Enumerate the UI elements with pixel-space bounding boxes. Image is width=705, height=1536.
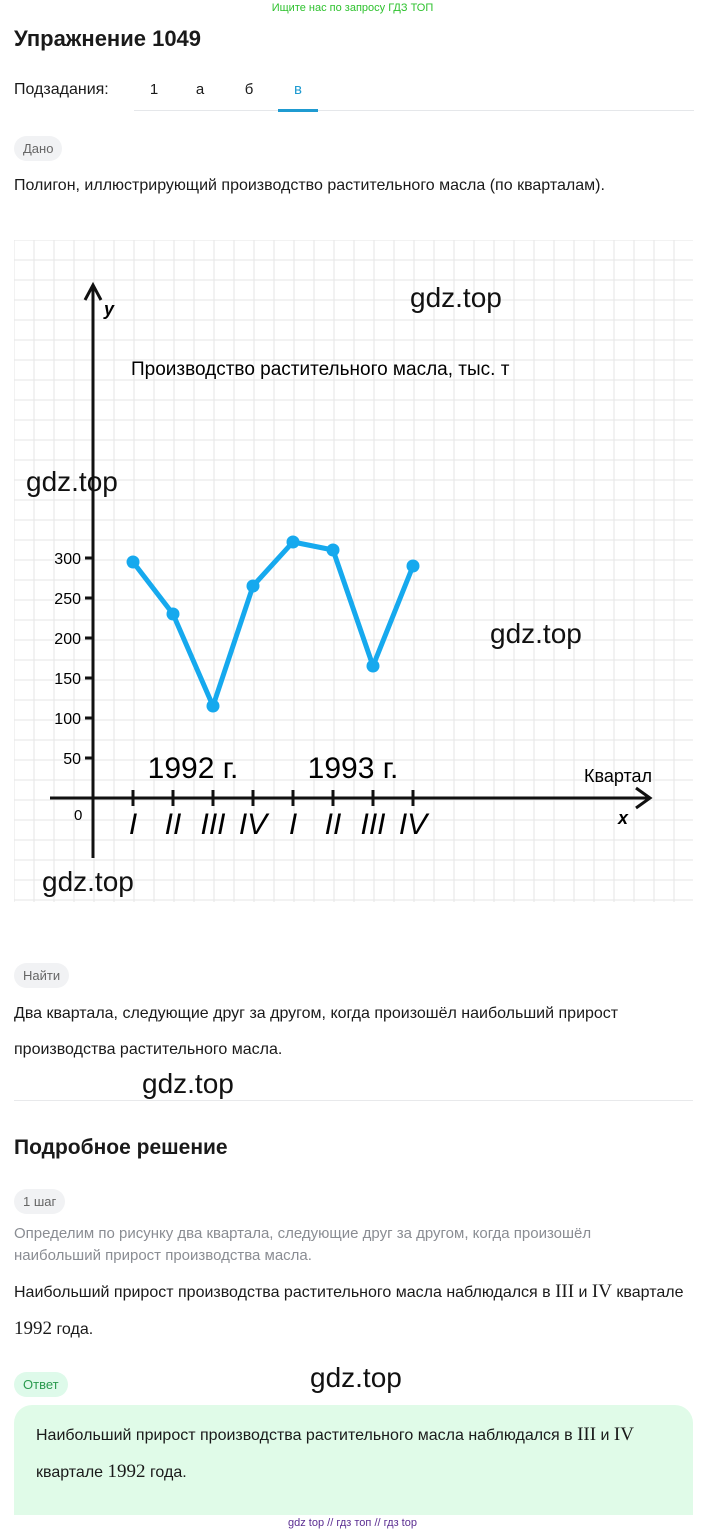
x-tick-label: I xyxy=(129,808,137,841)
tab-v[interactable]: в xyxy=(278,81,318,112)
text: года. xyxy=(52,1321,94,1338)
watermark: gdz.top xyxy=(410,282,502,313)
text: и xyxy=(574,1284,592,1301)
text: и xyxy=(596,1427,614,1444)
x-axis-label: Квартал xyxy=(584,766,652,786)
x-axis-arrow xyxy=(635,786,653,810)
subtasks-tabs: 1 а б в xyxy=(134,70,694,112)
watermark: gdz.top xyxy=(26,466,118,497)
y-tick-label: 100 xyxy=(54,711,81,728)
tab-1[interactable]: 1 xyxy=(149,81,159,98)
year: 1992 xyxy=(107,1461,146,1482)
footer-link[interactable]: гдз топ xyxy=(336,1517,372,1529)
answer-box: Наибольший прирост производства растител… xyxy=(14,1405,693,1515)
watermark: gdz.top xyxy=(310,1362,402,1393)
solution-text: Наибольший прирост производства растител… xyxy=(14,1274,694,1348)
tab-a[interactable]: а xyxy=(195,81,205,98)
text: Наибольший прирост производства растител… xyxy=(36,1427,578,1444)
footer: gdz top // гдз топ // гдз top xyxy=(0,1517,705,1529)
given-badge: Дано xyxy=(14,136,63,161)
y-axis-letter: y xyxy=(103,299,115,319)
y-tick-label: 200 xyxy=(54,631,81,648)
chart-title: Производство растительного масла, тыс. т xyxy=(131,359,510,380)
roman-four: IV xyxy=(613,1424,634,1445)
x-axis-letter: x xyxy=(617,808,629,828)
watermark: gdz.top xyxy=(490,618,582,649)
year-label: 1992 г. xyxy=(148,752,239,785)
footer-link[interactable]: гдз top xyxy=(383,1517,417,1529)
divider xyxy=(14,1100,693,1101)
find-badge: Найти xyxy=(14,963,70,988)
roman-four: IV xyxy=(591,1281,612,1302)
top-banner: Ищите нас по запросу ГДЗ ТОП xyxy=(271,2,434,14)
answer-text: Наибольший прирост производства растител… xyxy=(36,1417,676,1491)
year-label: 1993 г. xyxy=(308,752,399,785)
watermark: gdz.top xyxy=(142,1068,234,1099)
data-point xyxy=(406,559,420,573)
find-text: Два квартала, следующие друг за другом, … xyxy=(14,1005,619,1058)
data-point xyxy=(326,543,340,557)
data-point xyxy=(206,699,220,713)
data-point xyxy=(366,659,380,673)
roman-three: III xyxy=(555,1281,575,1302)
roman-three: III xyxy=(577,1424,597,1445)
x-tick-label: III xyxy=(360,808,385,841)
text: Наибольший прирост производства растител… xyxy=(14,1284,556,1301)
data-point xyxy=(286,535,300,549)
chart: y x 0 Производство растительного масла, тыс… xyxy=(14,240,693,902)
watermark: gdz.top xyxy=(42,866,134,897)
step-hint: Определим по рисунку два квартала, следу… xyxy=(14,1225,592,1264)
solution-heading: Подробное решение xyxy=(14,1136,228,1159)
text: квартале xyxy=(36,1464,108,1481)
year: 1992 xyxy=(14,1318,52,1339)
subtasks-label: Подзадания: xyxy=(14,81,109,98)
tab-b[interactable]: б xyxy=(244,81,254,98)
data-line xyxy=(131,539,416,709)
data-point xyxy=(126,555,140,569)
page-title: Упражнение 1049 xyxy=(14,26,202,51)
x-tick-label: III xyxy=(200,808,225,841)
x-tick-label: IV xyxy=(399,808,430,841)
y-axis-arrow xyxy=(83,281,103,301)
text: квартале xyxy=(611,1284,684,1301)
data-point xyxy=(246,579,260,593)
x-tick-label: IV xyxy=(239,808,270,841)
separator: // xyxy=(374,1517,381,1529)
origin-label: 0 xyxy=(74,807,82,824)
x-tick-label: II xyxy=(325,808,342,841)
given-text: Полигон, иллюстрирующий производство рас… xyxy=(14,177,605,194)
y-tick-label: 250 xyxy=(54,591,81,608)
data-point xyxy=(166,607,180,621)
y-tick-label: 300 xyxy=(54,551,81,568)
y-tick-label: 150 xyxy=(54,671,81,688)
step-badge: 1 шаг xyxy=(14,1189,66,1214)
separator: // xyxy=(327,1517,334,1529)
footer-link[interactable]: gdz top xyxy=(288,1517,325,1529)
x-tick-label: II xyxy=(165,808,182,841)
y-tick-label: 50 xyxy=(63,751,81,768)
answer-badge: Ответ xyxy=(14,1372,68,1397)
x-tick-label: I xyxy=(289,808,297,841)
text: года. xyxy=(145,1464,187,1481)
